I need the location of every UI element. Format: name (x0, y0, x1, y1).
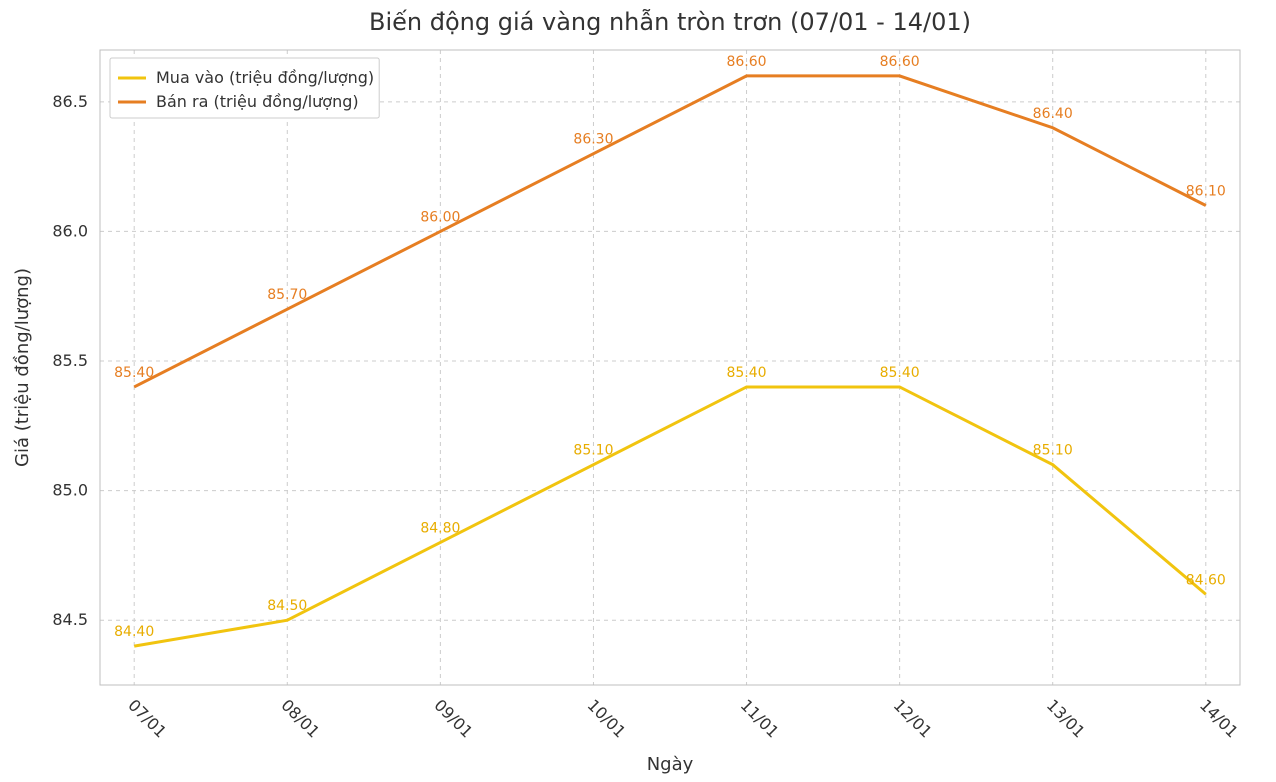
data-label-ban_ra: 86.60 (880, 54, 920, 70)
chart-svg: 84.585.085.586.086.507/0108/0109/0110/01… (0, 0, 1276, 782)
data-label-mua_vao: 85.40 (880, 365, 920, 381)
data-label-ban_ra: 86.30 (573, 132, 613, 148)
data-label-ban_ra: 85.40 (114, 365, 154, 381)
gold-price-chart: 84.585.085.586.086.507/0108/0109/0110/01… (0, 0, 1276, 782)
data-label-ban_ra: 86.10 (1186, 184, 1226, 200)
y-tick-label: 84.5 (52, 610, 88, 629)
y-tick-label: 86.5 (52, 92, 88, 111)
data-label-mua_vao: 84.60 (1186, 572, 1226, 588)
y-axis-label-group: Giá (triệu đồng/lượng) (12, 268, 33, 467)
y-axis-label: Giá (triệu đồng/lượng) (12, 268, 33, 467)
y-tick-label: 85.0 (52, 481, 88, 500)
y-tick-label: 85.5 (52, 351, 88, 370)
data-label-ban_ra: 86.00 (420, 209, 460, 225)
data-label-mua_vao: 84.80 (420, 520, 460, 536)
data-label-ban_ra: 85.70 (267, 287, 307, 303)
x-axis-label: Ngày (647, 754, 694, 775)
data-label-mua_vao: 85.40 (726, 365, 766, 381)
data-label-mua_vao: 85.10 (1033, 443, 1073, 459)
data-label-ban_ra: 86.40 (1033, 106, 1073, 122)
data-label-mua_vao: 84.50 (267, 598, 307, 614)
data-label-mua_vao: 85.10 (573, 443, 613, 459)
y-tick-label: 86.0 (52, 221, 88, 240)
data-label-mua_vao: 84.40 (114, 624, 154, 640)
legend-label-mua_vao: Mua vào (triệu đồng/lượng) (156, 68, 374, 87)
legend-label-ban_ra: Bán ra (triệu đồng/lượng) (156, 92, 359, 111)
chart-title: Biến động giá vàng nhẫn tròn trơn (07/01… (369, 7, 971, 36)
data-label-ban_ra: 86.60 (726, 54, 766, 70)
